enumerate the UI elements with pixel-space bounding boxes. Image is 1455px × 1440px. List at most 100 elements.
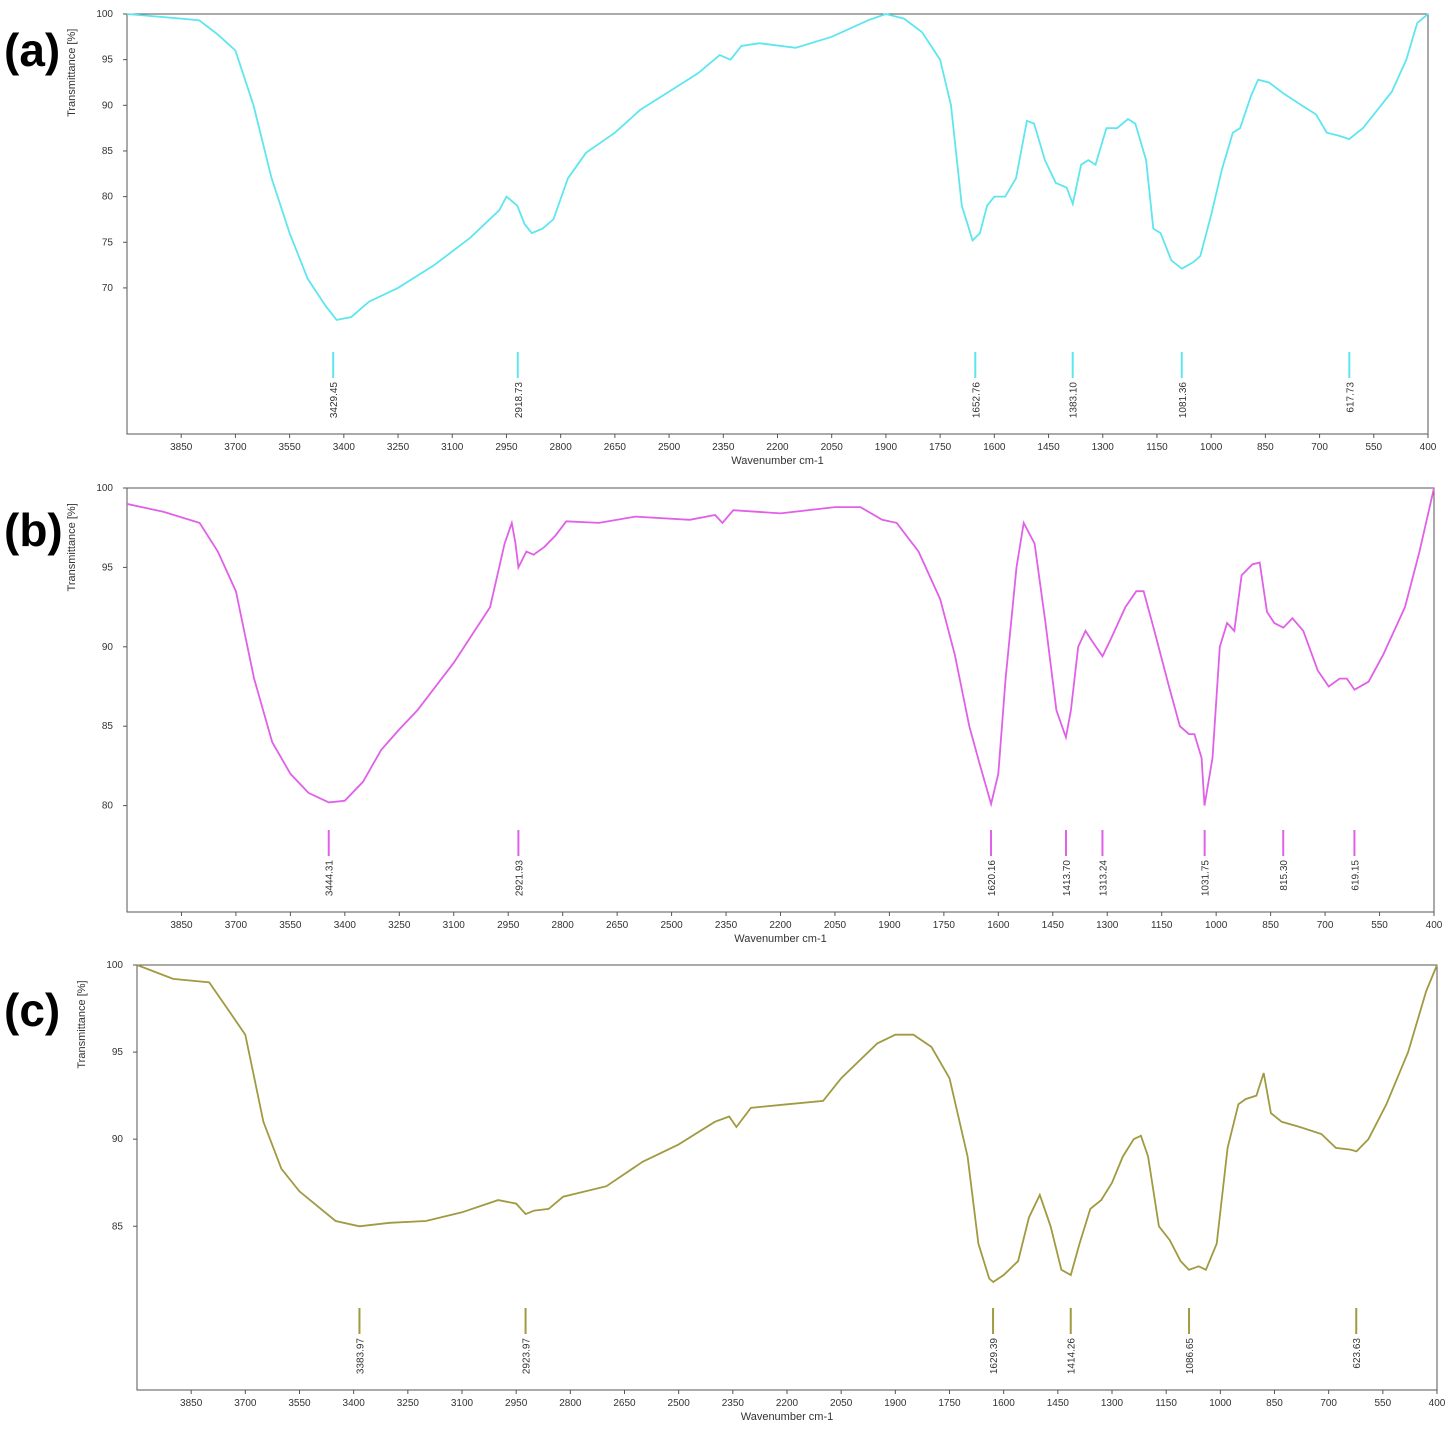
peak-label: 1081.36 [1178,382,1189,419]
peak-label: 2923.97 [522,1338,533,1375]
x-tick-label: 2500 [658,442,681,453]
x-tick-label: 3550 [288,1398,311,1409]
peak-label: 617.73 [1345,382,1356,413]
x-tick-label: 2950 [505,1398,528,1409]
x-tick-label: 1750 [929,442,952,453]
x-tick-label: 2200 [769,920,792,931]
x-tick-label: 1300 [1101,1398,1124,1409]
x-tick-label: 2200 [776,1398,799,1409]
x-axis-title: Wavenumber cm-1 [741,1411,834,1423]
x-tick-label: 1900 [878,920,901,931]
x-tick-label: 1000 [1209,1398,1232,1409]
plot-frame [136,964,1438,1391]
peak-label: 1031.75 [1201,860,1212,897]
x-tick-label: 3850 [170,442,193,453]
panel-label: (b) [4,504,63,556]
x-tick-label: 2050 [821,442,844,453]
x-tick-label: 3700 [224,442,247,453]
x-tick-label: 3400 [343,1398,366,1409]
x-tick-label: 2650 [604,442,627,453]
plot-frame [126,487,1435,913]
x-tick-label: 2350 [715,920,738,931]
peak-label: 1313.24 [1098,860,1109,897]
peak-label: 1629.39 [989,1338,1000,1375]
x-tick-label: 850 [1262,920,1279,931]
peak-label: 2918.73 [514,382,525,419]
y-tick-label: 95 [102,562,114,573]
y-tick-label: 90 [102,642,114,653]
y-tick-label: 100 [96,483,113,494]
x-tick-label: 1300 [1092,442,1115,453]
x-tick-label: 3850 [180,1398,203,1409]
x-tick-label: 2350 [722,1398,745,1409]
x-tick-label: 550 [1365,442,1382,453]
x-tick-label: 1150 [1151,920,1173,931]
x-tick-label: 3850 [170,920,193,931]
peak-label: 1383.10 [1069,382,1080,419]
y-axis-title: Transmittance [%] [76,980,88,1068]
spectrum-line [136,964,1438,1284]
x-tick-label: 700 [1320,1398,1337,1409]
x-tick-label: 2050 [830,1398,853,1409]
x-tick-label: 2050 [824,920,847,931]
x-tick-label: 2800 [559,1398,582,1409]
peak-label: 619.15 [1350,860,1361,891]
x-tick-label: 3250 [388,920,411,931]
x-tick-label: 1450 [1042,920,1065,931]
y-tick-label: 100 [96,9,113,20]
peak-label: 1620.16 [987,860,998,897]
x-tick-label: 2950 [495,442,518,453]
x-tick-label: 2650 [606,920,629,931]
plot-frame [126,13,1429,435]
x-tick-label: 1750 [938,1398,961,1409]
x-tick-label: 3250 [387,442,410,453]
y-tick-label: 85 [102,146,114,157]
y-tick-label: 85 [112,1221,124,1232]
x-tick-label: 550 [1371,920,1388,931]
x-tick-label: 2650 [613,1398,636,1409]
x-tick-label: 1450 [1047,1398,1070,1409]
x-tick-label: 3550 [279,442,302,453]
x-tick-label: 1450 [1037,442,1060,453]
x-tick-label: 2500 [668,1398,691,1409]
x-tick-label: 400 [1429,1398,1446,1409]
x-tick-label: 3100 [443,920,466,931]
x-tick-label: 3400 [334,920,357,931]
x-axis-title: Wavenumber cm-1 [734,933,827,945]
x-tick-label: 1600 [987,920,1010,931]
panel-label: (a) [4,24,60,76]
y-tick-label: 95 [112,1047,124,1058]
x-tick-label: 400 [1420,442,1437,453]
x-tick-label: 2200 [766,442,789,453]
y-axis-title: Transmittance [%] [66,503,78,591]
panel-label: (c) [4,984,60,1036]
x-tick-label: 400 [1426,920,1443,931]
x-tick-label: 1000 [1205,920,1228,931]
x-tick-label: 1900 [875,442,898,453]
x-tick-label: 3700 [225,920,248,931]
y-tick-label: 95 [102,55,114,66]
y-tick-label: 80 [102,192,114,203]
peak-label: 815.30 [1279,860,1290,891]
x-tick-label: 3400 [333,442,356,453]
y-tick-label: 90 [102,100,114,111]
y-tick-label: 80 [102,801,114,812]
peak-label: 1414.26 [1067,1338,1078,1375]
x-tick-label: 850 [1266,1398,1283,1409]
x-tick-label: 2350 [712,442,735,453]
x-tick-label: 1150 [1155,1398,1177,1409]
x-tick-label: 3250 [397,1398,420,1409]
x-tick-label: 2500 [660,920,683,931]
x-tick-label: 3100 [451,1398,474,1409]
y-tick-label: 70 [102,283,114,294]
x-tick-label: 3550 [279,920,302,931]
x-tick-label: 1150 [1146,442,1168,453]
x-tick-label: 1000 [1200,442,1223,453]
y-tick-label: 75 [102,237,114,248]
x-tick-label: 700 [1311,442,1328,453]
x-tick-label: 2800 [550,442,573,453]
spectrum-line [126,487,1435,808]
x-tick-label: 1300 [1096,920,1119,931]
